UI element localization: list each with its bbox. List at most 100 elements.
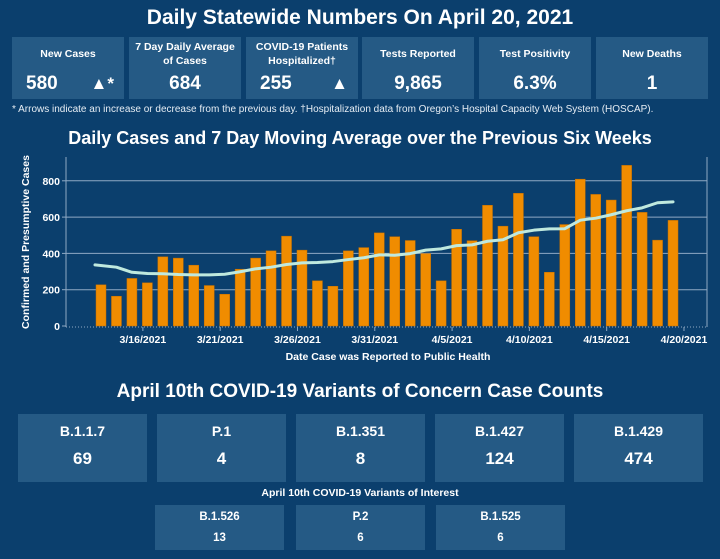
stat-value: 684 [169,73,201,94]
bar-daily-cases[interactable] [420,253,431,327]
stat-label: Tests Reported [380,48,456,60]
bar-daily-cases[interactable] [157,256,169,327]
bar-daily-cases[interactable] [528,236,540,327]
bar-daily-cases[interactable] [126,278,138,327]
bar-daily-cases[interactable] [621,165,632,327]
bar-daily-cases[interactable] [250,257,261,327]
x-tick-label: 4/5/2021 [432,334,473,346]
variants-of-concern-title: April 10th COVID-19 Variants of Concern … [116,381,604,402]
variant-card-b117[interactable]: B.1.1.7 69 [18,414,147,482]
bar-daily-cases[interactable] [312,280,323,327]
bar-daily-cases[interactable] [188,264,200,327]
variant-card-b1526[interactable]: B.1.526 13 [155,505,284,550]
stat-card-tests-reported[interactable]: Tests Reported 9,865 [362,37,474,99]
x-tick-label: 3/31/2021 [351,334,398,346]
variant-count: 6 [357,532,364,544]
variant-count: 8 [355,449,366,468]
variant-name: B.1.526 [199,511,240,523]
bar-daily-cases[interactable] [265,250,277,327]
variant-card-b1427[interactable]: B.1.427 124 [435,414,564,482]
bar-daily-cases[interactable] [652,239,663,327]
bar-daily-cases[interactable] [605,199,617,327]
bar-daily-cases[interactable] [374,232,385,327]
stat-label: 7 Day Daily Average of Cases [135,41,235,67]
variant-name: P.1 [211,423,232,439]
bar-daily-cases[interactable] [451,229,462,327]
variants-of-interest-title: April 10th COVID-19 Variants of Interest [261,487,459,499]
bar-daily-cases[interactable] [95,284,107,327]
stat-card-new-deaths[interactable]: New Deaths 1 [596,37,708,99]
stat-label: New Cases [40,48,96,60]
bar-daily-cases[interactable] [142,282,153,327]
variant-name: P.2 [352,511,369,523]
variant-count: 69 [73,449,92,468]
bar-daily-cases[interactable] [482,205,493,327]
increase-arrow-icon: ▲ [331,74,348,93]
stat-value: 1 [646,73,658,94]
x-tick-label: 3/16/2021 [120,334,167,346]
variant-name: B.1.427 [474,423,525,439]
x-tick-label: 4/20/2021 [661,334,708,346]
bar-daily-cases[interactable] [466,240,478,327]
x-tick-label: 4/10/2021 [506,334,553,346]
stat-value: 255 [260,73,292,94]
stat-value: 9,865 [394,73,442,94]
bar-daily-cases[interactable] [327,286,339,327]
variant-count: 13 [213,532,226,544]
bar-daily-cases[interactable] [389,236,400,327]
stat-label: Test Positivity [499,48,571,60]
x-tick-label: 3/21/2021 [197,334,244,346]
bar-daily-cases[interactable] [667,220,679,327]
stat-card-test-positivity[interactable]: Test Positivity 6.3% [479,37,591,99]
bar-daily-cases[interactable] [173,257,184,327]
variant-name: B.1.1.7 [59,423,106,439]
y-tick-label: 0 [54,321,60,333]
bar-daily-cases[interactable] [358,247,370,327]
bar-daily-cases[interactable] [111,295,122,327]
variant-count: 6 [497,532,504,544]
bar-daily-cases[interactable] [590,194,601,327]
stat-label: New Deaths [622,48,682,60]
variant-card-b1525[interactable]: B.1.525 6 [436,505,565,550]
bar-daily-cases[interactable] [636,212,648,327]
x-tick-label: 3/26/2021 [274,334,321,346]
x-axis-label: Date Case was Reported to Public Health [286,351,491,363]
variant-card-b1351[interactable]: B.1.351 8 [296,414,425,482]
moving-average-line[interactable] [93,200,675,277]
bar-daily-cases[interactable] [219,293,230,327]
variant-card-b1429[interactable]: B.1.429 474 [574,414,703,482]
bar-daily-cases[interactable] [203,285,215,327]
footnote: * Arrows indicate an increase or decreas… [12,104,654,115]
stat-card-new-cases[interactable]: New Cases 580 ▲* [12,37,124,99]
y-axis-label: Confirmed and Presumptive Cases [20,155,32,329]
bar-daily-cases[interactable] [234,268,246,327]
bar-daily-cases[interactable] [435,280,447,327]
variant-count: 4 [216,449,227,468]
bar-daily-cases[interactable] [544,272,555,327]
bar-daily-cases[interactable] [559,224,571,327]
bar-daily-cases[interactable] [497,225,509,327]
bar-daily-cases[interactable] [296,249,308,327]
page-title: Daily Statewide Numbers On April 20, 202… [146,6,574,29]
y-tick-label: 400 [42,248,60,260]
variant-card-p1[interactable]: P.1 4 [157,414,286,482]
stat-label: COVID-19 Patients Hospitalized† [255,41,349,67]
variant-count: 124 [485,449,514,468]
variant-name: B.1.429 [613,423,664,439]
bar-daily-cases[interactable] [343,250,354,327]
bar-daily-cases[interactable] [513,193,524,327]
bar-daily-cases[interactable] [575,178,586,327]
variant-name: B.1.525 [480,511,521,523]
variant-count: 474 [624,449,653,468]
bar-daily-cases[interactable] [404,240,416,327]
bar-daily-cases[interactable] [281,235,292,327]
variant-card-p2[interactable]: P.2 6 [296,505,425,550]
stat-value: 580 [26,73,58,94]
stat-card-hospitalized[interactable]: COVID-19 Patients Hospitalized† 255 ▲ [246,37,358,99]
y-tick-label: 200 [42,285,60,297]
cases-chart[interactable]: 0 200 400 600 800 3/16/2021 3/21/2021 3/26/202… [0,0,720,375]
stat-card-7day-average[interactable]: 7 Day Daily Average of Cases 684 [129,37,241,99]
variant-name: B.1.351 [335,423,386,439]
stat-value: 6.3% [513,73,557,94]
increase-arrow-icon: ▲* [90,74,114,93]
